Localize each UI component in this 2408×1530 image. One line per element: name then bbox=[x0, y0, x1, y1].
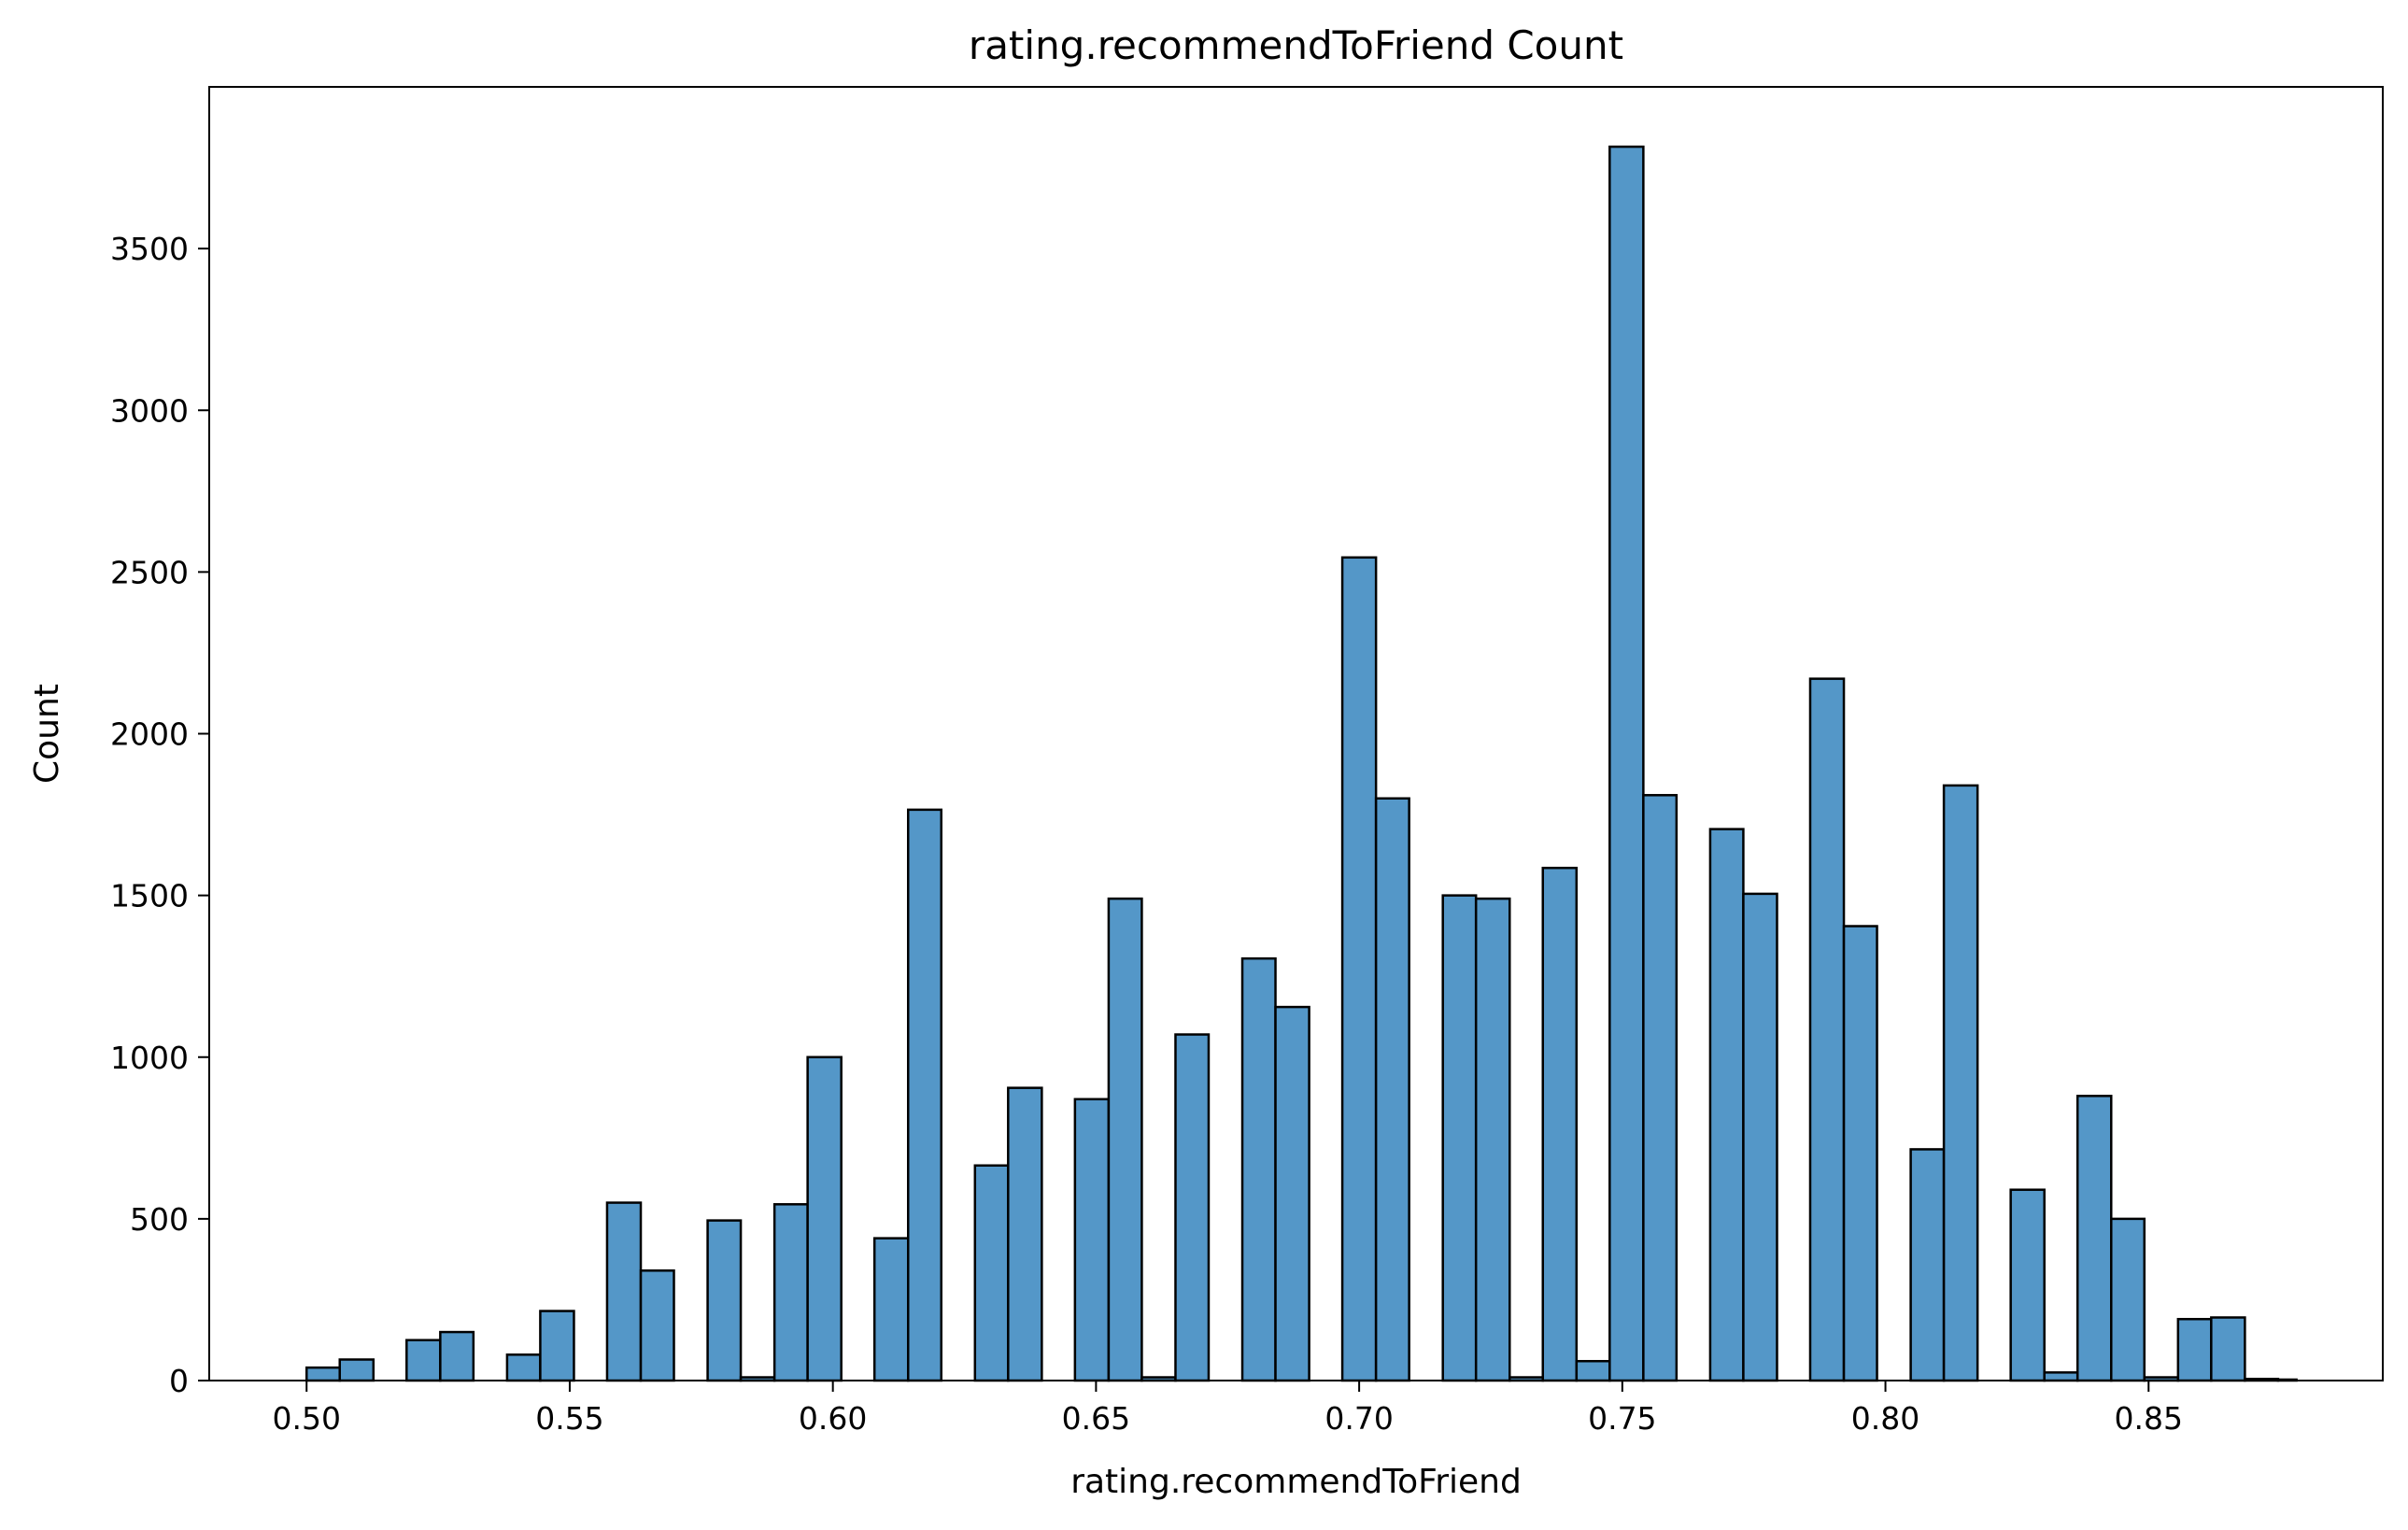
histogram-bar bbox=[2043, 1371, 2079, 1382]
x-tick-label: 0.50 bbox=[272, 1400, 340, 1437]
histogram-bar bbox=[605, 1201, 643, 1382]
x-tick-label: 0.70 bbox=[1324, 1400, 1393, 1437]
histogram-bar bbox=[2210, 1316, 2246, 1382]
histogram-bar bbox=[1240, 956, 1277, 1382]
histogram-bar bbox=[806, 1055, 843, 1382]
y-tick-label: 2500 bbox=[110, 554, 189, 590]
x-axis: 0.50 0.55 0.60 0.65 0.70 0.75 0.80 0.85 bbox=[272, 1381, 2183, 1437]
histogram-bar bbox=[1374, 797, 1410, 1382]
histogram-bar bbox=[706, 1219, 743, 1382]
histogram-bar bbox=[1073, 1098, 1111, 1382]
histogram-bar bbox=[539, 1310, 575, 1382]
histogram-bar bbox=[1174, 1033, 1211, 1382]
histogram-bar bbox=[1474, 897, 1511, 1382]
y-axis-label: Count bbox=[28, 684, 66, 784]
x-tick-label: 0.60 bbox=[799, 1400, 867, 1437]
x-tick-label: 0.75 bbox=[1588, 1400, 1656, 1437]
y-axis: 0 500 1000 1500 2000 2500 3000 3500 bbox=[110, 231, 209, 1399]
histogram-bar bbox=[872, 1237, 910, 1382]
y-tick-label: 3500 bbox=[110, 231, 189, 267]
histogram-bar bbox=[2176, 1317, 2213, 1382]
histogram-bar bbox=[1274, 1005, 1310, 1382]
histogram-bar bbox=[973, 1164, 1010, 1382]
histogram-bar bbox=[1608, 145, 1645, 1382]
histogram-bar bbox=[2075, 1095, 2113, 1382]
bars-layer bbox=[305, 145, 2298, 1382]
histogram-bar bbox=[772, 1203, 809, 1382]
histogram-bar bbox=[1909, 1148, 1946, 1382]
histogram-bar bbox=[1441, 894, 1478, 1382]
x-tick-label: 0.85 bbox=[2115, 1400, 2183, 1437]
x-axis-label: rating.recommendToFriend bbox=[1070, 1463, 1522, 1501]
histogram-bar bbox=[906, 808, 942, 1382]
histogram-bar bbox=[305, 1366, 341, 1382]
histogram-bar bbox=[1340, 556, 1378, 1382]
y-tick-label: 500 bbox=[130, 1201, 189, 1238]
histogram-bar bbox=[1808, 677, 1846, 1382]
histogram-bar bbox=[1575, 1359, 1611, 1382]
chart-title: rating.recommendToFriend Count bbox=[969, 22, 1623, 68]
histogram-bar bbox=[1107, 897, 1143, 1382]
histogram-bar bbox=[1942, 784, 1979, 1382]
x-tick-label: 0.65 bbox=[1062, 1400, 1130, 1437]
histogram-bar bbox=[1642, 794, 1679, 1382]
histogram-bar bbox=[338, 1358, 375, 1382]
y-tick-label: 2000 bbox=[110, 716, 189, 753]
histogram-bar bbox=[2009, 1188, 2046, 1382]
y-tick-label: 1500 bbox=[110, 878, 189, 914]
x-tick-label: 0.55 bbox=[535, 1400, 603, 1437]
y-tick-label: 1000 bbox=[110, 1040, 189, 1076]
histogram-bar bbox=[439, 1330, 475, 1382]
histogram-bar bbox=[1541, 866, 1579, 1382]
histogram-bar bbox=[505, 1353, 542, 1382]
y-tick-label: 3000 bbox=[110, 392, 189, 429]
histogram-bar bbox=[639, 1269, 675, 1382]
histogram-bar bbox=[1708, 828, 1745, 1382]
histogram-bar bbox=[1007, 1086, 1043, 1382]
histogram-bar bbox=[1742, 892, 1778, 1382]
histogram-bar bbox=[1842, 925, 1878, 1382]
y-tick-label: 0 bbox=[169, 1363, 189, 1399]
histogram-bar bbox=[405, 1339, 442, 1382]
x-tick-label: 0.80 bbox=[1851, 1400, 1919, 1437]
histogram-bar bbox=[2110, 1217, 2146, 1382]
